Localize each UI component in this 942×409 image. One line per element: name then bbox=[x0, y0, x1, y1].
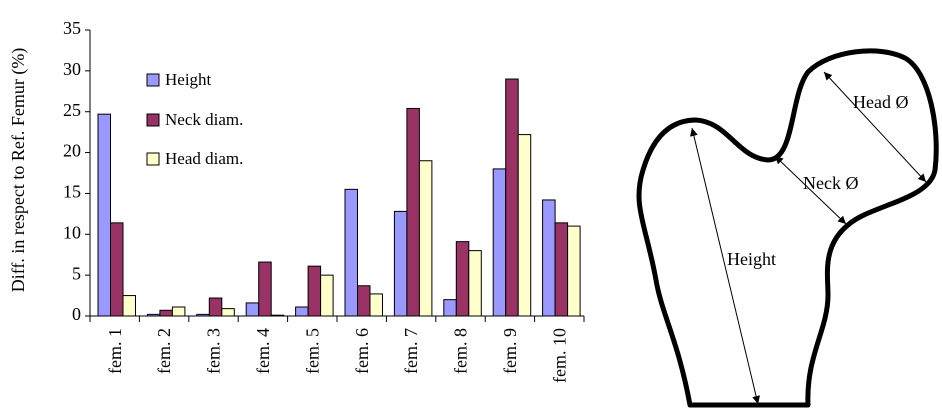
bar-neck-diam-3 bbox=[208, 297, 223, 317]
bar-height-6 bbox=[344, 188, 358, 317]
bar-head-diam-9 bbox=[517, 134, 532, 317]
bar-height-8 bbox=[443, 299, 457, 317]
bar-height-5 bbox=[295, 306, 309, 317]
legend-swatch-height bbox=[146, 73, 160, 87]
bar-neck-diam-5 bbox=[307, 265, 322, 317]
x-tick-label: fem. 6 bbox=[352, 328, 372, 374]
bar-head-diam-6 bbox=[369, 293, 383, 317]
legend-swatch-head bbox=[146, 152, 160, 166]
y-tick-label: 30 bbox=[63, 59, 81, 79]
bar-height-9 bbox=[492, 168, 507, 317]
bar-head-diam-10 bbox=[567, 225, 581, 317]
bar-head-diam-5 bbox=[320, 274, 334, 317]
x-tick-label: fem. 5 bbox=[302, 328, 322, 374]
height-arrow bbox=[689, 127, 761, 405]
x-ticks: fem. 1 fem. 2 fem. 3 fem. 4 fem. 5 fem. 6 fem.… bbox=[89, 316, 585, 383]
neck-diameter-arrow bbox=[774, 155, 847, 225]
legend-swatch-neck bbox=[146, 113, 160, 127]
legend-label-neck: Neck diam. bbox=[165, 110, 243, 129]
femur-outline bbox=[636, 48, 939, 408]
x-tick-label: fem. 8 bbox=[451, 328, 471, 374]
y-tick-label: 35 bbox=[63, 18, 81, 38]
legend-label-head: Head diam. bbox=[165, 149, 243, 168]
neck-diameter-label: Neck Ø bbox=[803, 173, 858, 193]
legend-label-height: Height bbox=[165, 70, 212, 89]
y-tick-label: 20 bbox=[63, 141, 81, 161]
y-tick-label: 5 bbox=[72, 263, 81, 283]
head-diameter-label: Head Ø bbox=[853, 92, 908, 112]
x-tick-label: fem. 1 bbox=[105, 328, 125, 374]
x-tick-label: fem. 10 bbox=[549, 328, 569, 383]
bar-neck-diam-8 bbox=[455, 241, 470, 317]
y-ticks: 0 5 10 15 20 25 30 35 bbox=[63, 18, 90, 324]
bar-neck-diam-7 bbox=[406, 107, 420, 317]
bar-head-diam-1 bbox=[122, 295, 136, 317]
head-diameter-arrow bbox=[823, 71, 927, 183]
y-tick-label: 15 bbox=[63, 182, 81, 202]
x-tick-label: fem. 2 bbox=[154, 328, 174, 374]
bar-height-10 bbox=[542, 199, 556, 317]
bar-height-1 bbox=[97, 113, 111, 317]
bar-neck-diam-9 bbox=[505, 78, 519, 317]
bar-height-4 bbox=[245, 302, 260, 317]
bar-neck-diam-6 bbox=[357, 285, 371, 317]
x-tick-label: fem. 3 bbox=[204, 328, 224, 374]
bar-head-diam-3 bbox=[221, 308, 235, 317]
bar-neck-diam-10 bbox=[554, 222, 569, 317]
bar-head-diam-7 bbox=[418, 160, 433, 317]
x-tick-label: fem. 4 bbox=[253, 328, 273, 374]
bar-neck-diam-1 bbox=[110, 222, 124, 317]
y-axis-label: Diff. in respect to Ref. Femur (%) bbox=[8, 48, 29, 293]
bar-head-diam-2 bbox=[171, 306, 186, 317]
bar-height-7 bbox=[393, 210, 408, 317]
height-label: Height bbox=[727, 249, 776, 269]
y-tick-label: 10 bbox=[63, 222, 81, 242]
bar-neck-diam-4 bbox=[258, 261, 272, 317]
bar-neck-diam-2 bbox=[159, 309, 173, 317]
legend: Height Neck diam. Head diam. bbox=[146, 70, 243, 168]
x-tick-label: fem. 7 bbox=[401, 328, 421, 374]
y-tick-label: 25 bbox=[63, 100, 81, 120]
y-tick-label: 0 bbox=[72, 304, 81, 324]
bar-head-diam-8 bbox=[468, 250, 482, 317]
x-tick-label: fem. 9 bbox=[500, 328, 520, 374]
femur-diagram: Head Ø Neck Ø Height bbox=[636, 48, 939, 408]
